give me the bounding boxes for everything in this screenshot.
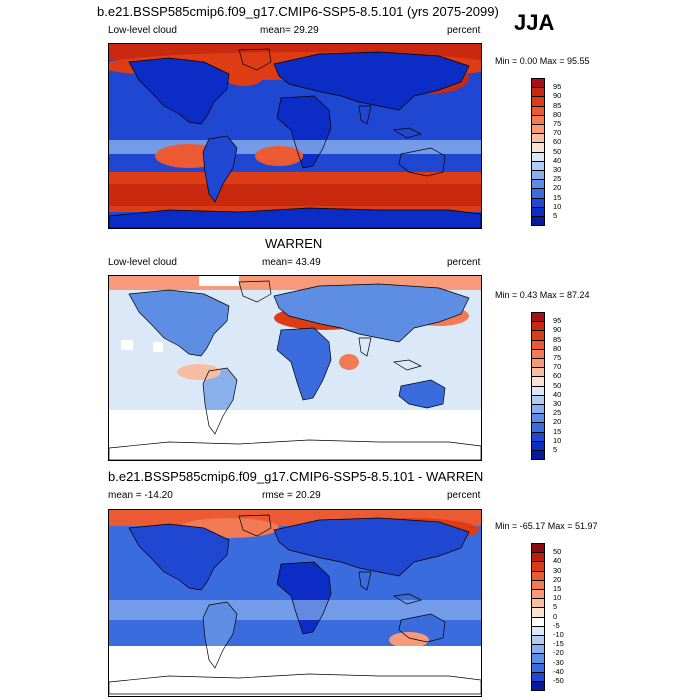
panel-1-minmax: Min = 0.00 Max = 95.55 bbox=[495, 56, 590, 66]
colorbar-label: 10 bbox=[553, 593, 562, 603]
colorbar-label: 10 bbox=[553, 435, 562, 445]
colorbar-label: 40 bbox=[553, 155, 562, 165]
colorbar-label: 85 bbox=[553, 100, 562, 110]
colorbar-label: 30 bbox=[553, 165, 562, 174]
colorbar-label: 75 bbox=[553, 353, 562, 362]
panel-3-map bbox=[108, 509, 482, 697]
panel-2-left-label: Low-level cloud bbox=[108, 257, 177, 268]
colorbar-box bbox=[531, 681, 545, 692]
colorbar-label: 0 bbox=[553, 611, 558, 621]
colorbar-label: -5 bbox=[553, 620, 560, 630]
colorbar-label: 15 bbox=[553, 584, 562, 593]
colorbar-label: 40 bbox=[553, 556, 562, 566]
colorbar-label: 5 bbox=[553, 602, 558, 612]
colorbar-label: 50 bbox=[553, 380, 562, 390]
colorbar-label: 60 bbox=[553, 371, 562, 381]
colorbar-label: 20 bbox=[553, 183, 562, 193]
panel-2-minmax: Min = 0.43 Max = 87.24 bbox=[495, 290, 590, 300]
colorbar-label: 90 bbox=[553, 91, 562, 101]
colorbar-label: 50 bbox=[553, 547, 562, 557]
colorbar-label: 70 bbox=[553, 128, 562, 138]
colorbar-label: 80 bbox=[553, 109, 562, 119]
colorbar-label: 40 bbox=[553, 389, 562, 399]
colorbar-label: 30 bbox=[553, 399, 562, 408]
panel-2-colorbar: 95 90 85 80 75 70 60 50 40 30 25 20 15 10 5 bbox=[531, 312, 571, 461]
panel-3-rmse-label: rmse = 20.29 bbox=[262, 490, 321, 501]
colorbar-label: 15 bbox=[553, 426, 562, 436]
colorbar-label: 85 bbox=[553, 334, 562, 344]
colorbar-label: 25 bbox=[553, 174, 562, 184]
colorbar-label: -10 bbox=[553, 630, 564, 639]
colorbar-label: 20 bbox=[553, 574, 562, 584]
colorbar-label: 90 bbox=[553, 325, 562, 335]
colorbar-label: 5 bbox=[553, 445, 558, 454]
colorbar-label: 25 bbox=[553, 408, 562, 418]
panel-1-left-label: Low-level cloud bbox=[108, 25, 177, 36]
panel-2-units-label: percent bbox=[447, 257, 481, 268]
colorbar-label: -40 bbox=[553, 666, 564, 676]
panel-2-map bbox=[108, 275, 482, 461]
panel-2-mean-label: mean= 43.49 bbox=[262, 257, 321, 268]
colorbar-label: 30 bbox=[553, 565, 562, 575]
colorbar-label: 5 bbox=[553, 211, 558, 220]
season-label: JJA bbox=[514, 10, 555, 35]
panel-3-mean-label: mean = -14.20 bbox=[108, 490, 173, 501]
colorbar-label: 70 bbox=[553, 362, 562, 372]
colorbar-label: -30 bbox=[553, 657, 564, 667]
panel-1-mean-label: mean= 29.29 bbox=[260, 25, 319, 36]
colorbar-label: 95 bbox=[553, 316, 562, 326]
colorbar-label: -50 bbox=[553, 676, 564, 685]
panel-3-title: b.e21.BSSP585cmip6.f09_g17.CMIP6-SSP5-8.… bbox=[108, 469, 484, 484]
panel-1-units-label: percent bbox=[447, 25, 481, 36]
colorbar-box bbox=[531, 450, 545, 461]
panel-2-title: WARREN bbox=[265, 236, 323, 251]
colorbar-label: 75 bbox=[553, 119, 562, 128]
colorbar-label: 50 bbox=[553, 146, 562, 156]
colorbar-label: 15 bbox=[553, 192, 562, 202]
colorbar-label: -15 bbox=[553, 639, 564, 649]
colorbar-label: 10 bbox=[553, 201, 562, 211]
colorbar-label: 20 bbox=[553, 417, 562, 427]
colorbar-label: 60 bbox=[553, 137, 562, 147]
panel-3-colorbar: 50 40 30 20 15 10 5 0 -5 -10 -15 -20 -30 -40 -50 bbox=[531, 543, 571, 692]
colorbar-label: 95 bbox=[553, 82, 562, 92]
panel-1-title: b.e21.BSSP585cmip6.f09_g17.CMIP6-SSP5-8.… bbox=[97, 4, 499, 19]
colorbar-label: -20 bbox=[553, 648, 564, 658]
colorbar-box bbox=[531, 216, 545, 227]
colorbar-label: 80 bbox=[553, 343, 562, 353]
panel-3-units-label: percent bbox=[447, 490, 481, 501]
panel-1-colorbar: 95 90 85 80 75 70 60 50 40 30 25 20 15 10 5 bbox=[531, 78, 571, 227]
panel-1-map bbox=[108, 43, 482, 229]
panel-3-minmax: Min = -65.17 Max = 51.97 bbox=[495, 521, 598, 531]
